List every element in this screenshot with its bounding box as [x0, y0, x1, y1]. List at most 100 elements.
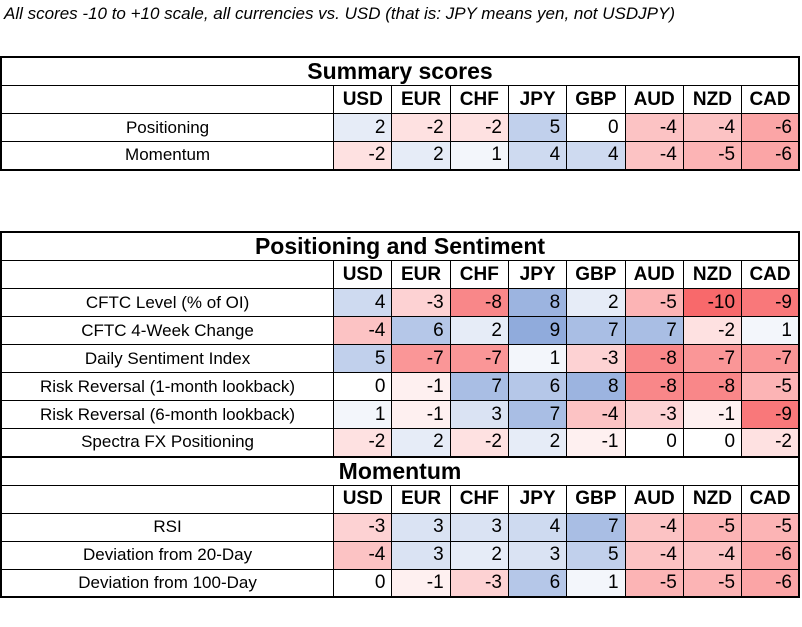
currency-header-aud: AUD: [624, 85, 684, 114]
section-title-row: Summary scores: [0, 56, 800, 86]
summary-scores-table: Summary scores USD EUR CHF JPY GBP AUD NZD CAD Po…: [0, 56, 801, 171]
score-cell-chf: 1: [449, 141, 509, 171]
score-cell-gbp: 7: [566, 316, 626, 345]
score-cell-aud: -4: [624, 141, 684, 171]
score-cell-usd: 1: [333, 400, 393, 429]
currency-header-row: USD EUR CHF JPY GBP AUD NZD CAD: [0, 260, 801, 289]
score-cell-nzd: -4: [682, 540, 743, 570]
score-cell-eur: -1: [391, 400, 451, 429]
score-cell-aud: 7: [624, 316, 684, 345]
score-cell-usd: -2: [333, 428, 393, 457]
currency-header-usd: USD: [333, 85, 393, 114]
score-cell-aud: -5: [624, 568, 684, 598]
score-cell-gbp: -3: [566, 344, 626, 373]
score-cell-eur: 3: [391, 540, 451, 570]
score-cell-aud: -5: [624, 288, 684, 317]
row-label: Risk Reversal (1-month lookback): [0, 372, 335, 401]
score-cell-cad: -6: [741, 141, 801, 171]
row-label: Deviation from 100-Day: [0, 568, 335, 598]
section-title: Momentum: [0, 455, 800, 486]
table-row: CFTC 4-Week Change -4 6 2 9 7 7 -2 1: [0, 316, 801, 345]
score-cell-nzd: -10: [682, 288, 743, 317]
score-cell-gbp: -1: [566, 428, 626, 457]
row-label: Momentum: [0, 141, 335, 171]
score-cell-usd: -4: [333, 316, 393, 345]
section-title-row: Positioning and Sentiment: [0, 231, 800, 261]
score-cell-cad: -2: [741, 428, 801, 457]
row-label: Risk Reversal (6-month lookback): [0, 400, 335, 429]
table-row: Spectra FX Positioning -2 2 -2 2 -1 0 0 -2: [0, 428, 801, 457]
score-cell-cad: -9: [741, 400, 801, 429]
score-cell-usd: 0: [333, 372, 393, 401]
score-cell-chf: -3: [449, 568, 509, 598]
section-title: Summary scores: [0, 56, 800, 86]
score-cell-eur: 2: [391, 141, 451, 171]
score-cell-chf: 2: [449, 540, 509, 570]
table-row: Positioning 2 -2 -2 5 0 -4 -4 -6: [0, 113, 801, 142]
header-blank-cell: [0, 484, 335, 514]
score-cell-nzd: -7: [682, 344, 743, 373]
currency-header-gbp: GBP: [566, 85, 626, 114]
score-cell-nzd: -1: [682, 400, 743, 429]
score-cell-cad: -9: [741, 288, 801, 317]
score-cell-aud: -3: [624, 400, 684, 429]
row-label: Spectra FX Positioning: [0, 428, 335, 457]
row-label: CFTC Level (% of OI): [0, 288, 335, 317]
currency-header-jpy: JPY: [507, 260, 568, 289]
score-cell-gbp: -4: [566, 400, 626, 429]
score-cell-eur: -7: [391, 344, 451, 373]
score-cell-gbp: 1: [566, 568, 626, 598]
score-cell-nzd: 0: [682, 428, 743, 457]
score-cell-eur: -1: [391, 372, 451, 401]
header-blank-cell: [0, 260, 335, 289]
currency-header-gbp: GBP: [566, 260, 626, 289]
score-cell-nzd: -5: [682, 141, 743, 171]
score-cell-nzd: -2: [682, 316, 743, 345]
score-cell-gbp: 8: [566, 372, 626, 401]
currency-header-cad: CAD: [741, 85, 801, 114]
score-cell-aud: -8: [624, 372, 684, 401]
score-cell-eur: -2: [391, 113, 451, 142]
currency-header-gbp: GBP: [566, 484, 626, 514]
score-cell-jpy: 5: [507, 113, 568, 142]
score-cell-aud: -4: [624, 113, 684, 142]
currency-header-chf: CHF: [449, 85, 509, 114]
currency-header-usd: USD: [333, 260, 393, 289]
currency-header-chf: CHF: [449, 484, 509, 514]
table-row: Momentum -2 2 1 4 4 -4 -5 -6: [0, 141, 801, 171]
currency-header-usd: USD: [333, 484, 393, 514]
score-cell-gbp: 2: [566, 288, 626, 317]
currency-header-chf: CHF: [449, 260, 509, 289]
score-cell-cad: -6: [741, 113, 801, 142]
currency-header-row: USD EUR CHF JPY GBP AUD NZD CAD: [0, 85, 801, 114]
table-row: CFTC Level (% of OI) 4 -3 -8 8 2 -5 -10 -9: [0, 288, 801, 317]
score-cell-chf: 3: [449, 400, 509, 429]
score-cell-usd: 0: [333, 568, 393, 598]
currency-header-eur: EUR: [391, 484, 451, 514]
currency-header-cad: CAD: [741, 260, 801, 289]
score-cell-eur: -3: [391, 288, 451, 317]
score-cell-cad: -6: [741, 568, 801, 598]
score-cell-jpy: 4: [507, 141, 568, 171]
currency-header-nzd: NZD: [682, 484, 743, 514]
score-cell-chf: 2: [449, 316, 509, 345]
score-cell-chf: -8: [449, 288, 509, 317]
currency-header-aud: AUD: [624, 260, 684, 289]
score-cell-eur: 2: [391, 428, 451, 457]
row-label: CFTC 4-Week Change: [0, 316, 335, 345]
score-cell-chf: 7: [449, 372, 509, 401]
score-cell-usd: -3: [333, 512, 393, 542]
table-row: Deviation from 20-Day -4 3 2 3 5 -4 -4 -6: [0, 540, 801, 570]
score-cell-eur: -1: [391, 568, 451, 598]
score-cell-nzd: -8: [682, 372, 743, 401]
table-row: Daily Sentiment Index 5 -7 -7 1 -3 -8 -7 -7: [0, 344, 801, 373]
currency-header-eur: EUR: [391, 85, 451, 114]
score-cell-jpy: 8: [507, 288, 568, 317]
row-label: Deviation from 20-Day: [0, 540, 335, 570]
score-cell-chf: -2: [449, 428, 509, 457]
scale-note: All scores -10 to +10 scale, all currenc…: [4, 4, 675, 23]
table-row: RSI -3 3 3 4 7 -4 -5 -5: [0, 512, 801, 542]
score-cell-jpy: 7: [507, 400, 568, 429]
score-cell-eur: 3: [391, 512, 451, 542]
score-cell-aud: 0: [624, 428, 684, 457]
